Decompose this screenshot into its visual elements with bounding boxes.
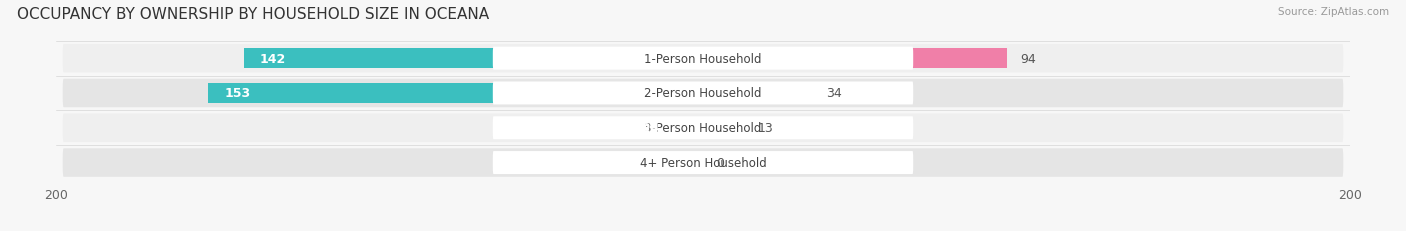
FancyBboxPatch shape [541,153,703,173]
FancyBboxPatch shape [208,84,703,103]
Text: 0: 0 [716,156,724,169]
Text: 34: 34 [825,87,842,100]
FancyBboxPatch shape [494,117,914,140]
FancyBboxPatch shape [494,48,914,70]
Text: 24: 24 [641,122,659,135]
FancyBboxPatch shape [63,79,1343,108]
Text: 2-Person Household: 2-Person Household [644,87,762,100]
FancyBboxPatch shape [243,49,703,69]
Text: 153: 153 [225,87,250,100]
FancyBboxPatch shape [494,152,914,174]
FancyBboxPatch shape [703,49,1007,69]
Text: OCCUPANCY BY OWNERSHIP BY HOUSEHOLD SIZE IN OCEANA: OCCUPANCY BY OWNERSHIP BY HOUSEHOLD SIZE… [17,7,489,22]
FancyBboxPatch shape [703,118,745,138]
Text: 50: 50 [558,156,575,169]
FancyBboxPatch shape [63,149,1343,177]
Text: 13: 13 [758,122,773,135]
Text: 142: 142 [260,52,287,65]
FancyBboxPatch shape [494,82,914,105]
Text: 1-Person Household: 1-Person Household [644,52,762,65]
Text: 4+ Person Household: 4+ Person Household [640,156,766,169]
Text: Source: ZipAtlas.com: Source: ZipAtlas.com [1278,7,1389,17]
FancyBboxPatch shape [626,118,703,138]
FancyBboxPatch shape [703,84,813,103]
Text: 3-Person Household: 3-Person Household [644,122,762,135]
Text: 94: 94 [1019,52,1036,65]
FancyBboxPatch shape [63,114,1343,142]
FancyBboxPatch shape [63,45,1343,73]
